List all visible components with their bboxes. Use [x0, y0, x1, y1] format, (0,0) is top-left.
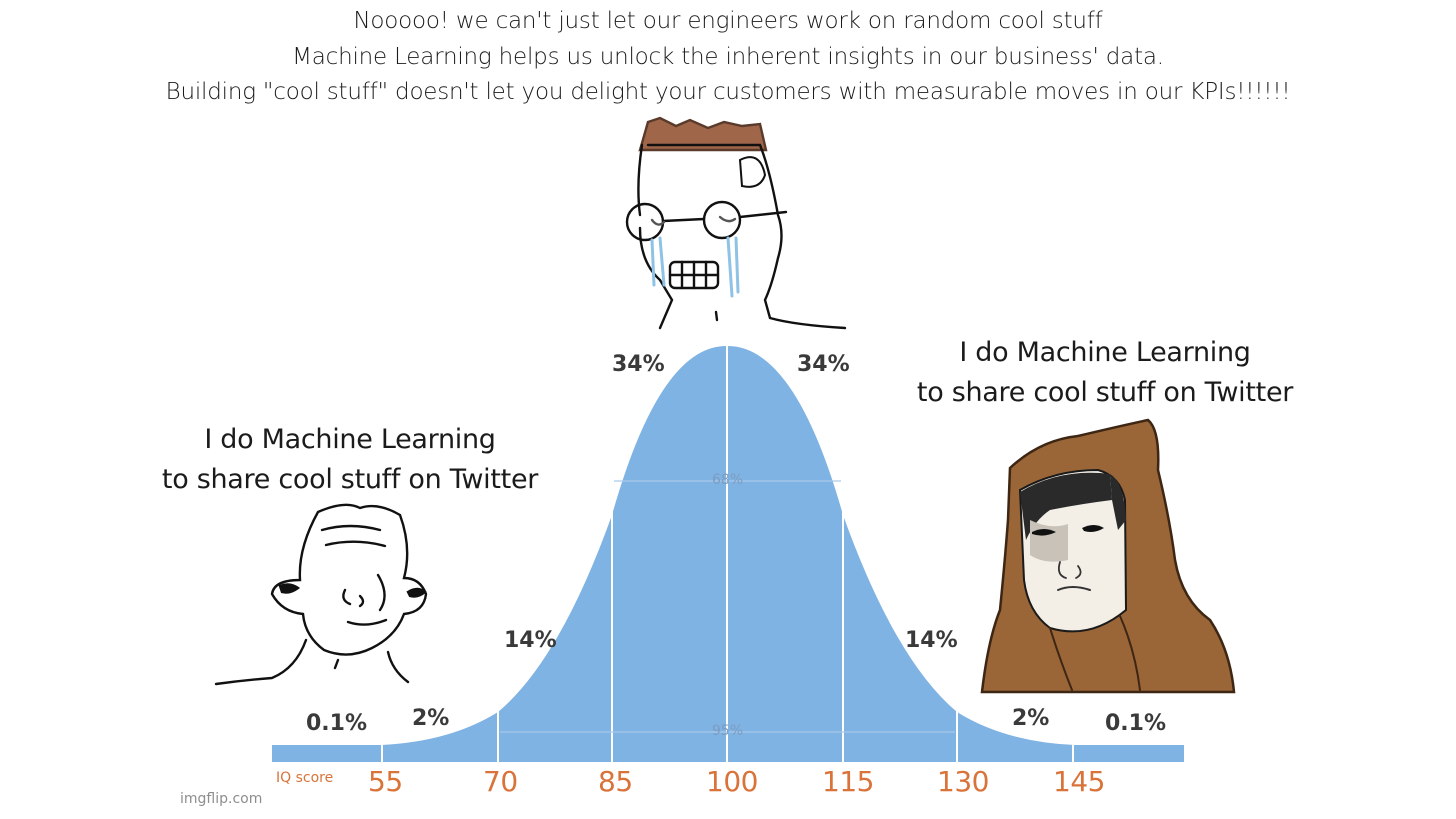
top-caption-line-3: Building "cool stuff" doesn't let you de…	[165, 79, 1291, 105]
right-caption-line-1: I do Machine Learning	[959, 337, 1251, 368]
percent-label-left-2: 2%	[412, 706, 450, 731]
left-caption-line-1: I do Machine Learning	[204, 424, 496, 455]
band-dividers	[381, 346, 1074, 762]
percent-label-left-14: 14%	[504, 628, 557, 653]
top-caption: Nooooo! we can't just let our engineers …	[0, 4, 1456, 111]
band-95-label: 95%	[712, 723, 744, 739]
crying-nerd-character	[625, 116, 847, 330]
percent-label-left-34: 34%	[612, 352, 665, 377]
iq-tick-100: 100	[706, 765, 758, 798]
iq-tick-115: 115	[822, 765, 874, 798]
right-caption-line-2: to share cool stuff on Twitter	[916, 377, 1294, 408]
percent-label-far-left: 0.1%	[306, 711, 368, 736]
percent-label-far-right: 0.1%	[1105, 711, 1167, 736]
hooded-character	[980, 418, 1236, 694]
percent-label-right-34: 34%	[797, 352, 850, 377]
band-68-label: 68%	[712, 472, 744, 488]
right-caption: I do Machine Learning to share cool stuf…	[905, 333, 1305, 413]
iq-tick-55: 55	[368, 765, 403, 798]
iq-tick-145: 145	[1053, 765, 1105, 798]
iq-axis-label: IQ score	[276, 770, 334, 786]
left-caption-line-2: to share cool stuff on Twitter	[161, 464, 539, 495]
top-caption-line-2: Machine Learning helps us unlock the inh…	[292, 43, 1164, 70]
percent-label-right-2: 2%	[1012, 706, 1050, 731]
imgflip-watermark: imgflip.com	[180, 791, 263, 807]
iq-tick-130: 130	[937, 765, 989, 798]
left-caption: I do Machine Learning to share cool stuf…	[150, 420, 550, 500]
iq-tick-85: 85	[598, 765, 633, 798]
percent-label-right-14: 14%	[905, 628, 958, 653]
wojak-character	[214, 503, 428, 686]
top-caption-line-1: Nooooo! we can't just let our engineers …	[353, 8, 1103, 34]
iq-tick-70: 70	[483, 765, 518, 798]
